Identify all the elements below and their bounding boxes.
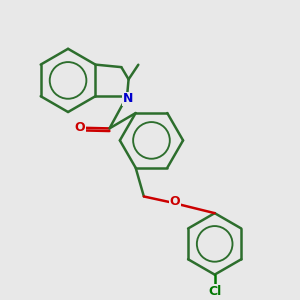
Text: O: O <box>169 195 180 208</box>
Text: Cl: Cl <box>208 285 221 298</box>
Text: N: N <box>123 92 134 105</box>
Text: O: O <box>75 121 85 134</box>
